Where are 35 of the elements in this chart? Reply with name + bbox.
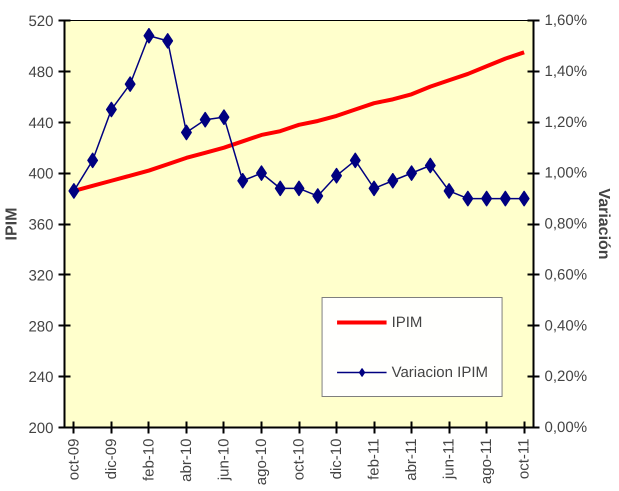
y2-tick-label: 1,60%: [544, 12, 588, 29]
x-tick-label: ago-11: [478, 438, 496, 484]
y2-tick-label: 0,60%: [544, 266, 588, 284]
y2-tick-label: 0,20%: [544, 368, 588, 386]
y-tick-label: 200: [28, 420, 54, 437]
y-tick-label: 440: [28, 114, 54, 132]
y2-tick-label: 1,40%: [544, 62, 588, 80]
y-axis-title: IPIM: [3, 208, 20, 240]
x-tick-label: ago-10: [252, 438, 270, 486]
x-tick-label: dic-09: [102, 438, 120, 480]
legend-label: IPIM: [392, 314, 422, 330]
y2-axis-title: Variación: [595, 188, 612, 260]
x-tick-label: feb-11: [366, 438, 383, 480]
legend-label: Variacion IPIM: [392, 364, 488, 380]
y-tick-label: 520: [28, 13, 54, 30]
x-tick-label: oct-11: [516, 438, 533, 480]
y2-tick-label: 0,00%: [544, 419, 588, 436]
y-tick-label: 480: [28, 64, 54, 81]
y2-tick-label: 1,00%: [544, 164, 588, 182]
y-tick-label: 240: [28, 369, 54, 386]
x-tick-label: oct-10: [290, 438, 308, 480]
x-tick-label: feb-10: [140, 438, 158, 482]
x-tick-label: jun-11: [440, 438, 458, 480]
y-tick-label: 320: [28, 267, 54, 284]
y-tick-label: 400: [28, 166, 54, 183]
x-tick-label: jun-10: [215, 438, 232, 482]
y2-tick-label: 1,20%: [544, 114, 588, 131]
x-tick-label: abr-11: [403, 438, 420, 481]
x-tick-label: dic-10: [328, 438, 346, 480]
x-tick-label: abr-10: [178, 438, 195, 482]
y-tick-label: 360: [28, 216, 54, 234]
y2-tick-label: 0,40%: [544, 317, 588, 334]
x-tick-label: oct-09: [65, 438, 82, 480]
y2-tick-label: 0,80%: [544, 216, 588, 232]
y-tick-label: 280: [28, 318, 54, 336]
